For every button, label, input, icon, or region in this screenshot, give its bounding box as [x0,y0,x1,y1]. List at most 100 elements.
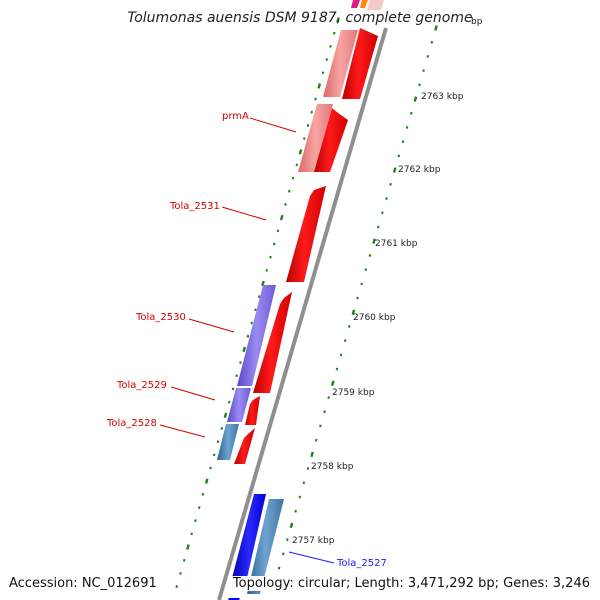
ruler-label-2762: 2762 kbp [398,165,441,175]
right-row-tick [418,83,421,87]
left-row-tick [287,189,291,193]
left-row-tick [306,124,310,127]
left-row-tick [332,31,336,35]
left-row-tick [257,295,261,299]
left-row-tick [284,203,287,206]
leader-Tola_2528 [159,424,206,438]
right-row-tick [368,253,372,257]
left-row-tick [216,440,220,444]
gene-red-prmA-pair [314,108,348,172]
left-row-tick [295,163,299,167]
left-row-tick [302,137,306,140]
left-row-tick [291,176,295,180]
leader-lines [159,117,335,564]
gene-Tola_2530 [237,285,276,386]
right-row-tick [286,538,289,542]
leader-prmA [249,117,297,133]
ruler-labels: bp 2763 kbp 2762 kbp 2761 kbp 2760 kbp 2… [292,17,483,546]
left-row-tick [242,346,247,353]
right-row-tick [289,522,294,529]
ruler-label-2758: 2758 kbp [311,462,354,472]
left-row-tick [231,387,235,391]
left-row-tick [201,492,205,496]
right-row-tick [372,238,376,244]
right-row-tick [319,424,322,428]
left-row-tick [220,427,223,430]
leader-Tola_2527 [288,551,335,564]
right-row-tick [302,481,306,485]
accession-label: Accession: NC_012691 [7,576,159,591]
right-row-tick [323,410,326,414]
left-row-tick [279,214,284,221]
right-row-tick [314,438,318,442]
right-row-tick [364,268,368,272]
left-row-tick [197,506,201,509]
leader-Tola_2530 [188,318,235,333]
ruler-label-bp: bp [471,17,483,27]
right-row-tick [409,111,413,115]
right-row-tick [306,467,310,470]
left-row-tick [329,44,332,48]
right-row-tick [426,55,430,58]
right-row-tick [401,140,405,144]
ruler-label-2761: 2761 kbp [375,239,418,249]
ruler-label-2763: 2763 kbp [421,92,464,102]
left-row-tick [261,280,265,287]
gene-pink-upper [323,30,358,97]
map-title: Tolumonas auensis DSM 9187, complete gen… [127,10,473,26]
left-tick-row [175,17,340,588]
right-row-tick [413,96,418,102]
right-row-tick [360,282,363,286]
leader-Tola_2529 [170,386,216,401]
right-row-tick [281,552,285,556]
right-row-tick [294,509,297,513]
gene-top-orange [360,0,368,8]
left-row-tick [227,400,231,404]
gene-blue-lower [232,494,266,588]
right-row-tick [335,367,339,371]
ruler-label-2760: 2760 kbp [353,313,396,323]
left-row-tick [250,321,253,325]
left-row-tick [239,361,242,364]
left-row-tick [265,268,268,272]
right-row-tick [298,495,302,499]
gene-labels: prmA Tola_2531 Tola_2530 Tola_2529 Tola_… [106,111,387,569]
left-row-tick [314,97,317,101]
topology-label: Topology: circular; Length: 3,471,292 bp… [230,576,592,591]
left-row-tick [190,532,193,536]
right-row-tick [397,154,401,158]
left-row-tick [246,334,250,338]
gene-Tola_2529 [227,388,251,422]
right-row-tick [376,225,380,229]
gene-prmA [298,104,333,172]
gene-top-pale [367,0,384,10]
left-row-tick [175,585,178,588]
left-row-tick [235,374,238,378]
left-row-tick [317,83,322,89]
ruler-label-2759: 2759 kbp [332,388,375,398]
left-row-tick [298,149,303,155]
right-row-tick [381,211,384,215]
right-row-tick [310,451,314,458]
left-row-tick [182,558,186,562]
left-row-tick [336,17,340,23]
right-row-tick [277,566,281,570]
gene-Tola_2527 [247,499,284,594]
right-row-tick [339,353,343,357]
backbone-line [217,27,388,600]
right-row-tick [385,197,388,200]
left-row-tick [186,544,190,550]
left-row-tick [269,255,272,259]
gene-label-Tola_2531: Tola_2531 [169,201,220,212]
right-row-tick [434,25,438,31]
left-row-tick [209,466,212,470]
left-row-tick [310,110,314,114]
left-row-tick [194,519,197,523]
gene-red-2528-pair [234,428,255,464]
gene-track [217,0,384,600]
gene-label-Tola_2528: Tola_2528 [106,418,157,429]
left-row-tick [276,229,280,233]
gene-label-prmA: prmA [222,111,249,122]
right-row-tick [330,380,335,387]
